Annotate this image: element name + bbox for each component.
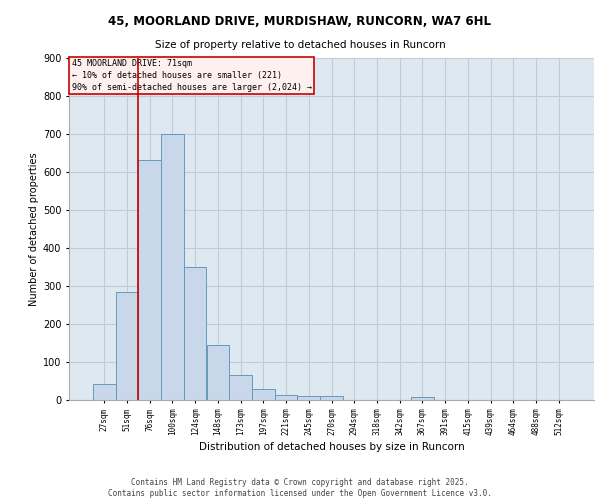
Bar (206, 345, 229, 400)
Bar (229, 376, 252, 400)
Bar (275, 394, 298, 400)
Bar (252, 390, 275, 400)
Bar (93, 384, 116, 400)
Y-axis label: Number of detached properties: Number of detached properties (29, 152, 38, 306)
Bar (184, 267, 206, 400)
Bar (116, 292, 139, 400)
X-axis label: Distribution of detached houses by size in Runcorn: Distribution of detached houses by size … (199, 442, 464, 452)
Text: 45, MOORLAND DRIVE, MURDISHAW, RUNCORN, WA7 6HL: 45, MOORLAND DRIVE, MURDISHAW, RUNCORN, … (109, 15, 491, 28)
Bar (298, 396, 320, 400)
Text: Size of property relative to detached houses in Runcorn: Size of property relative to detached ho… (155, 40, 445, 50)
Text: 45 MOORLAND DRIVE: 71sqm
← 10% of detached houses are smaller (221)
90% of semi-: 45 MOORLAND DRIVE: 71sqm ← 10% of detach… (71, 59, 311, 92)
Bar (161, 134, 184, 400)
Bar (139, 160, 161, 400)
Bar (320, 396, 343, 400)
Bar (411, 397, 434, 400)
Text: Contains HM Land Registry data © Crown copyright and database right 2025.
Contai: Contains HM Land Registry data © Crown c… (108, 478, 492, 498)
